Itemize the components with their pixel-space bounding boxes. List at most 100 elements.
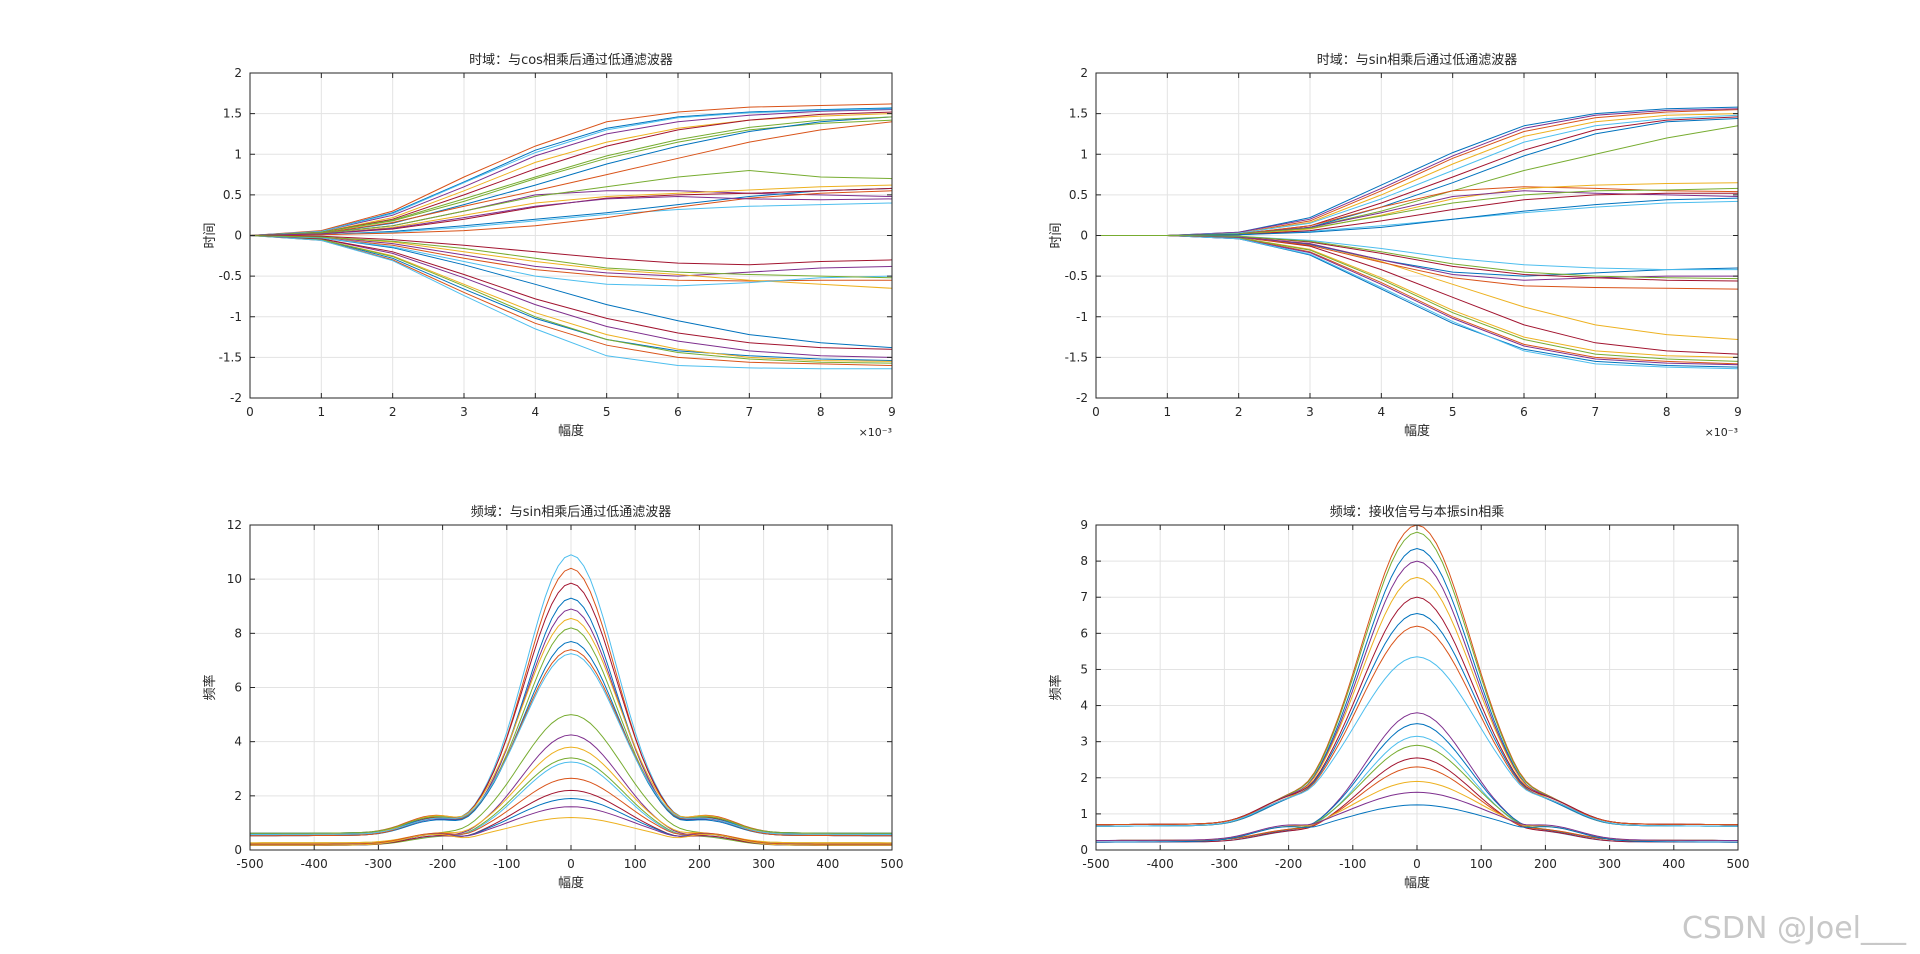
y-tick-label: 4 <box>1080 699 1088 713</box>
x-tick-label: 100 <box>624 857 647 871</box>
series-line <box>250 235 892 266</box>
x-tick-label: -300 <box>1211 857 1238 871</box>
y-tick-label: 3 <box>1080 735 1088 749</box>
x-tick-label: 6 <box>1520 405 1528 419</box>
y-tick-label: -0.5 <box>1065 269 1088 283</box>
x-axis-label: 幅度 <box>1404 423 1430 439</box>
series-line <box>250 169 892 236</box>
y-tick-label: 0.5 <box>1069 188 1088 202</box>
x-tick-label: 8 <box>1663 405 1671 419</box>
y-tick-label: 2 <box>234 789 242 803</box>
x-tick-label: 200 <box>688 857 711 871</box>
x-tick-label: -100 <box>1339 857 1366 871</box>
series-line <box>1096 235 1738 280</box>
y-tick-label: 4 <box>234 735 242 749</box>
series-line <box>250 649 892 837</box>
x-tick-label: 9 <box>1734 405 1742 419</box>
series-line <box>250 113 892 236</box>
series-line <box>1096 757 1738 843</box>
x-tick-label: 2 <box>1235 405 1243 419</box>
chart-title: 频域：接收信号与本振sin相乘 <box>1330 504 1505 520</box>
series-line <box>250 235 892 362</box>
y-tick-label: -1.5 <box>219 350 242 364</box>
y-tick-label: 0 <box>234 229 242 243</box>
x-tick-label: -500 <box>1082 857 1109 871</box>
series-line <box>250 746 892 844</box>
series-line <box>1096 197 1738 236</box>
series-line <box>250 777 892 845</box>
series-line <box>1096 235 1738 370</box>
x-tick-label: -500 <box>236 857 263 871</box>
y-tick-label: -1.5 <box>1065 350 1088 364</box>
chart-panel-2: 0 1 2 3 4 5 6 7 8 9 -2 -1.5 -1 -0.5 0 0.5 1 1.5 2 时域：与sin相乘… <box>1049 53 1742 439</box>
x-tick-label: 400 <box>1662 857 1685 871</box>
series-group <box>250 103 892 370</box>
series-line <box>250 235 892 364</box>
series-line <box>1096 804 1738 843</box>
x-tick-label: 9 <box>888 405 896 419</box>
x-tick-label: 200 <box>1534 857 1557 871</box>
y-tick-label: 7 <box>1080 590 1088 604</box>
y-tick-label: -1 <box>230 310 242 324</box>
x-tick-label: 3 <box>1306 405 1314 419</box>
y-tick-label: 2 <box>234 66 242 80</box>
y-tick-label: 0 <box>1080 229 1088 243</box>
y-axis-label: 频率 <box>202 674 218 700</box>
series-line <box>250 108 892 236</box>
chart-title: 时域：与sin相乘后通过低通滤波器 <box>1317 53 1518 68</box>
x-tick-label: 500 <box>881 857 904 871</box>
y-tick-label: -2 <box>1076 391 1088 405</box>
series-line <box>250 190 892 236</box>
x-tick-label: 300 <box>1598 857 1621 871</box>
x-tick-label: 5 <box>603 405 611 419</box>
y-tick-label: 1 <box>234 147 242 161</box>
y-axis-label: 时间 <box>203 222 218 248</box>
series-line <box>250 109 892 236</box>
series-line <box>250 627 892 834</box>
series-line <box>250 235 892 287</box>
x-tick-label: 3 <box>460 405 468 419</box>
series-line <box>250 121 892 236</box>
series-line <box>1096 791 1738 841</box>
series-line <box>250 235 892 279</box>
x-tick-label: 100 <box>1470 857 1493 871</box>
y-tick-label: 6 <box>234 681 242 695</box>
x-tick-label: 400 <box>816 857 839 871</box>
x-exponent-label: ×10⁻³ <box>1705 426 1738 439</box>
y-tick-label: 0 <box>234 843 242 857</box>
series-line <box>250 235 892 350</box>
y-tick-label: 8 <box>1080 554 1088 568</box>
series-line <box>1096 656 1738 827</box>
x-axis-label: 幅度 <box>558 423 584 439</box>
x-tick-label: 4 <box>532 405 540 419</box>
x-tick-label: 4 <box>1378 405 1386 419</box>
x-tick-label: 0 <box>1092 405 1100 419</box>
x-tick-label: 8 <box>817 405 825 419</box>
series-line <box>250 195 892 236</box>
x-tick-label: 6 <box>674 405 682 419</box>
x-tick-label: 0 <box>567 857 575 871</box>
x-axis-label: 幅度 <box>558 875 584 891</box>
series-line <box>250 235 892 370</box>
x-tick-label: 0 <box>1413 857 1421 871</box>
x-tick-label: 5 <box>1449 405 1457 419</box>
x-tick-label: -200 <box>1275 857 1302 871</box>
y-axis-label: 时间 <box>1049 222 1064 248</box>
x-tick-label: -200 <box>429 857 456 871</box>
series-line <box>250 235 892 358</box>
x-tick-label: 2 <box>389 405 397 419</box>
series-line <box>1096 625 1738 826</box>
y-tick-label: 0.5 <box>223 188 242 202</box>
y-tick-label: 2 <box>1080 66 1088 80</box>
y-tick-label: -2 <box>230 391 242 405</box>
y-tick-label: 1 <box>1080 147 1088 161</box>
chart-panel-1: 0 1 2 3 4 5 6 7 8 9 -2 -1.5 -1 -0.5 0 0.5 1 1.5 2 时域：与cos相乘… <box>203 53 896 439</box>
y-tick-label: 12 <box>227 518 242 532</box>
x-tick-label: 0 <box>246 405 254 419</box>
y-tick-label: 2 <box>1080 771 1088 785</box>
series-line <box>250 103 892 236</box>
x-tick-label: -400 <box>301 857 328 871</box>
y-axis-label: 频率 <box>1048 674 1064 700</box>
chart-panel-4: -500 -400 -300 -200 -100 0 100 200 300 400 500 0 1 2 3… <box>1048 504 1749 891</box>
